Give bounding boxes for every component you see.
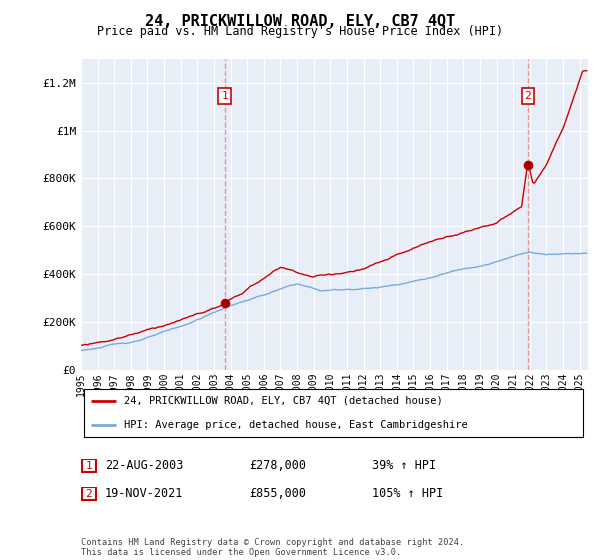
Text: £855,000: £855,000	[249, 487, 306, 501]
Text: 22-AUG-2003: 22-AUG-2003	[105, 459, 184, 473]
Text: 24, PRICKWILLOW ROAD, ELY, CB7 4QT: 24, PRICKWILLOW ROAD, ELY, CB7 4QT	[145, 14, 455, 29]
FancyBboxPatch shape	[83, 389, 583, 437]
Text: 24, PRICKWILLOW ROAD, ELY, CB7 4QT (detached house): 24, PRICKWILLOW ROAD, ELY, CB7 4QT (deta…	[124, 396, 443, 406]
Text: £278,000: £278,000	[249, 459, 306, 473]
Text: Price paid vs. HM Land Registry's House Price Index (HPI): Price paid vs. HM Land Registry's House …	[97, 25, 503, 38]
Text: Contains HM Land Registry data © Crown copyright and database right 2024.
This d: Contains HM Land Registry data © Crown c…	[81, 538, 464, 557]
Text: 1: 1	[221, 91, 228, 101]
Text: 105% ↑ HPI: 105% ↑ HPI	[372, 487, 443, 501]
Text: 1: 1	[85, 461, 92, 471]
Text: 39% ↑ HPI: 39% ↑ HPI	[372, 459, 436, 473]
Text: HPI: Average price, detached house, East Cambridgeshire: HPI: Average price, detached house, East…	[124, 420, 468, 430]
Text: 2: 2	[524, 91, 532, 101]
Text: 2: 2	[85, 489, 92, 499]
FancyBboxPatch shape	[82, 459, 96, 473]
FancyBboxPatch shape	[82, 487, 96, 501]
Text: 19-NOV-2021: 19-NOV-2021	[105, 487, 184, 501]
